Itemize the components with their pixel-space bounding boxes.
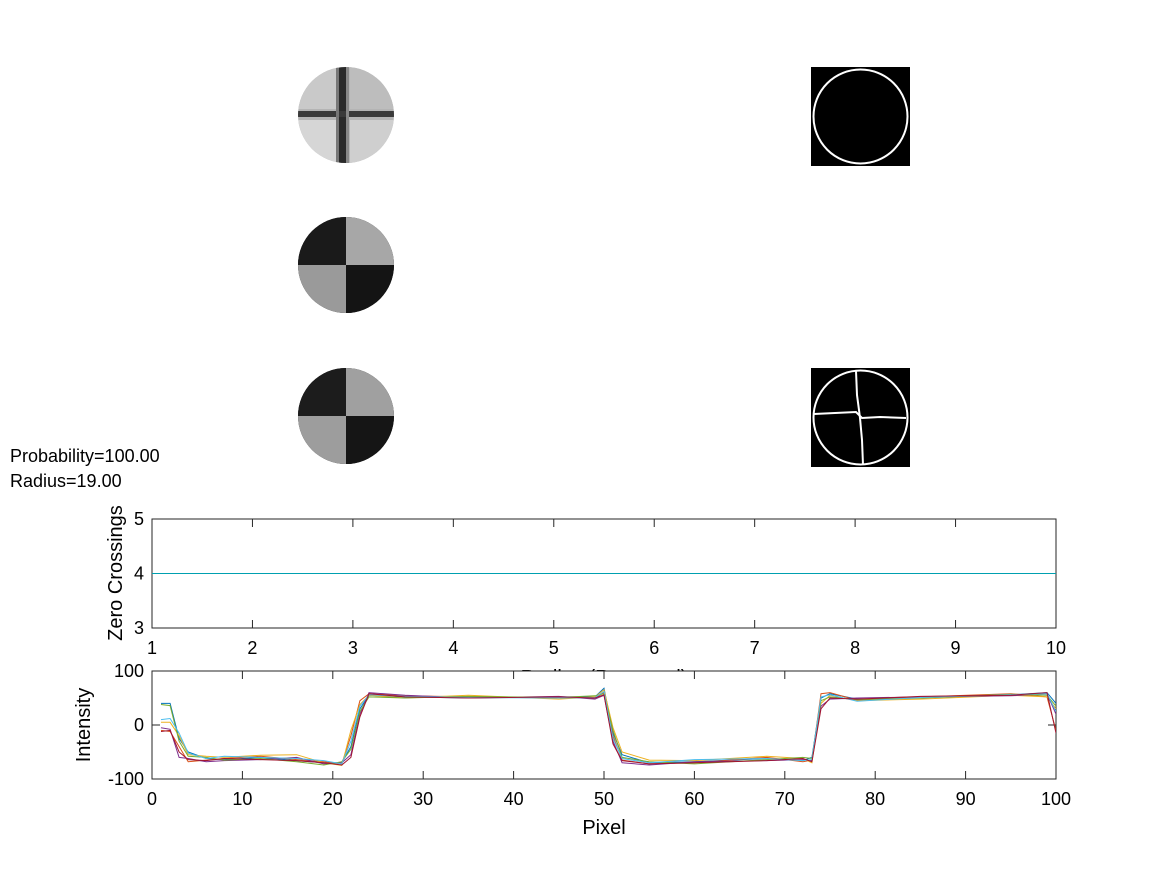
zero-crossings-xtick-label: 7 bbox=[750, 638, 760, 658]
zero-crossings-ytick-label: 4 bbox=[134, 564, 144, 584]
radius-label: Radius=19.00 bbox=[10, 471, 122, 491]
template-cross-image bbox=[298, 67, 394, 163]
zero-crossings-xtick-label: 9 bbox=[951, 638, 961, 658]
intensity-xtick-label: 20 bbox=[323, 789, 343, 809]
zero-crossings-xtick-label: 1 bbox=[147, 638, 157, 658]
intensity-ytick-label: 0 bbox=[134, 715, 144, 735]
checker-image-1 bbox=[298, 217, 394, 313]
intensity-ytick-label: 100 bbox=[114, 661, 144, 681]
zero-crossings-ylabel: Zero Crossings bbox=[105, 505, 127, 641]
zero-crossings-xtick-label: 10 bbox=[1046, 638, 1066, 658]
zero-crossings-xtick-label: 5 bbox=[549, 638, 559, 658]
edge-circle-image bbox=[811, 67, 910, 166]
zero-crossings-xtick-label: 4 bbox=[448, 638, 458, 658]
intensity-xlabel: Pixel bbox=[582, 817, 625, 839]
intensity-xtick-label: 80 bbox=[865, 789, 885, 809]
intensity-xtick-label: 60 bbox=[684, 789, 704, 809]
zero-crossings-ytick-label: 5 bbox=[134, 509, 144, 529]
zero-crossings-ytick-label: 3 bbox=[134, 618, 144, 638]
edge-cross-circle-image bbox=[811, 368, 910, 467]
intensity-xtick-label: 30 bbox=[413, 789, 433, 809]
intensity-xtick-label: 10 bbox=[232, 789, 252, 809]
checker-image-2 bbox=[298, 368, 394, 464]
intensity-series-line bbox=[160, 692, 1056, 766]
probability-label: Probability=100.00 bbox=[10, 446, 160, 466]
intensity-xtick-label: 40 bbox=[504, 789, 524, 809]
intensity-xtick-label: 100 bbox=[1041, 789, 1071, 809]
zero-crossings-xtick-label: 2 bbox=[247, 638, 257, 658]
zero-crossings-xtick-label: 8 bbox=[850, 638, 860, 658]
intensity-series-line bbox=[160, 693, 1056, 766]
intensity-xtick-label: 70 bbox=[775, 789, 795, 809]
intensity-ytick-label: -100 bbox=[108, 769, 144, 789]
intensity-xtick-label: 50 bbox=[594, 789, 614, 809]
zero-crossings-xtick-label: 3 bbox=[348, 638, 358, 658]
intensity-ylabel: Intensity bbox=[73, 688, 95, 762]
intensity-xtick-label: 90 bbox=[956, 789, 976, 809]
intensity-xtick-label: 0 bbox=[147, 789, 157, 809]
zero-crossings-xtick-label: 6 bbox=[649, 638, 659, 658]
